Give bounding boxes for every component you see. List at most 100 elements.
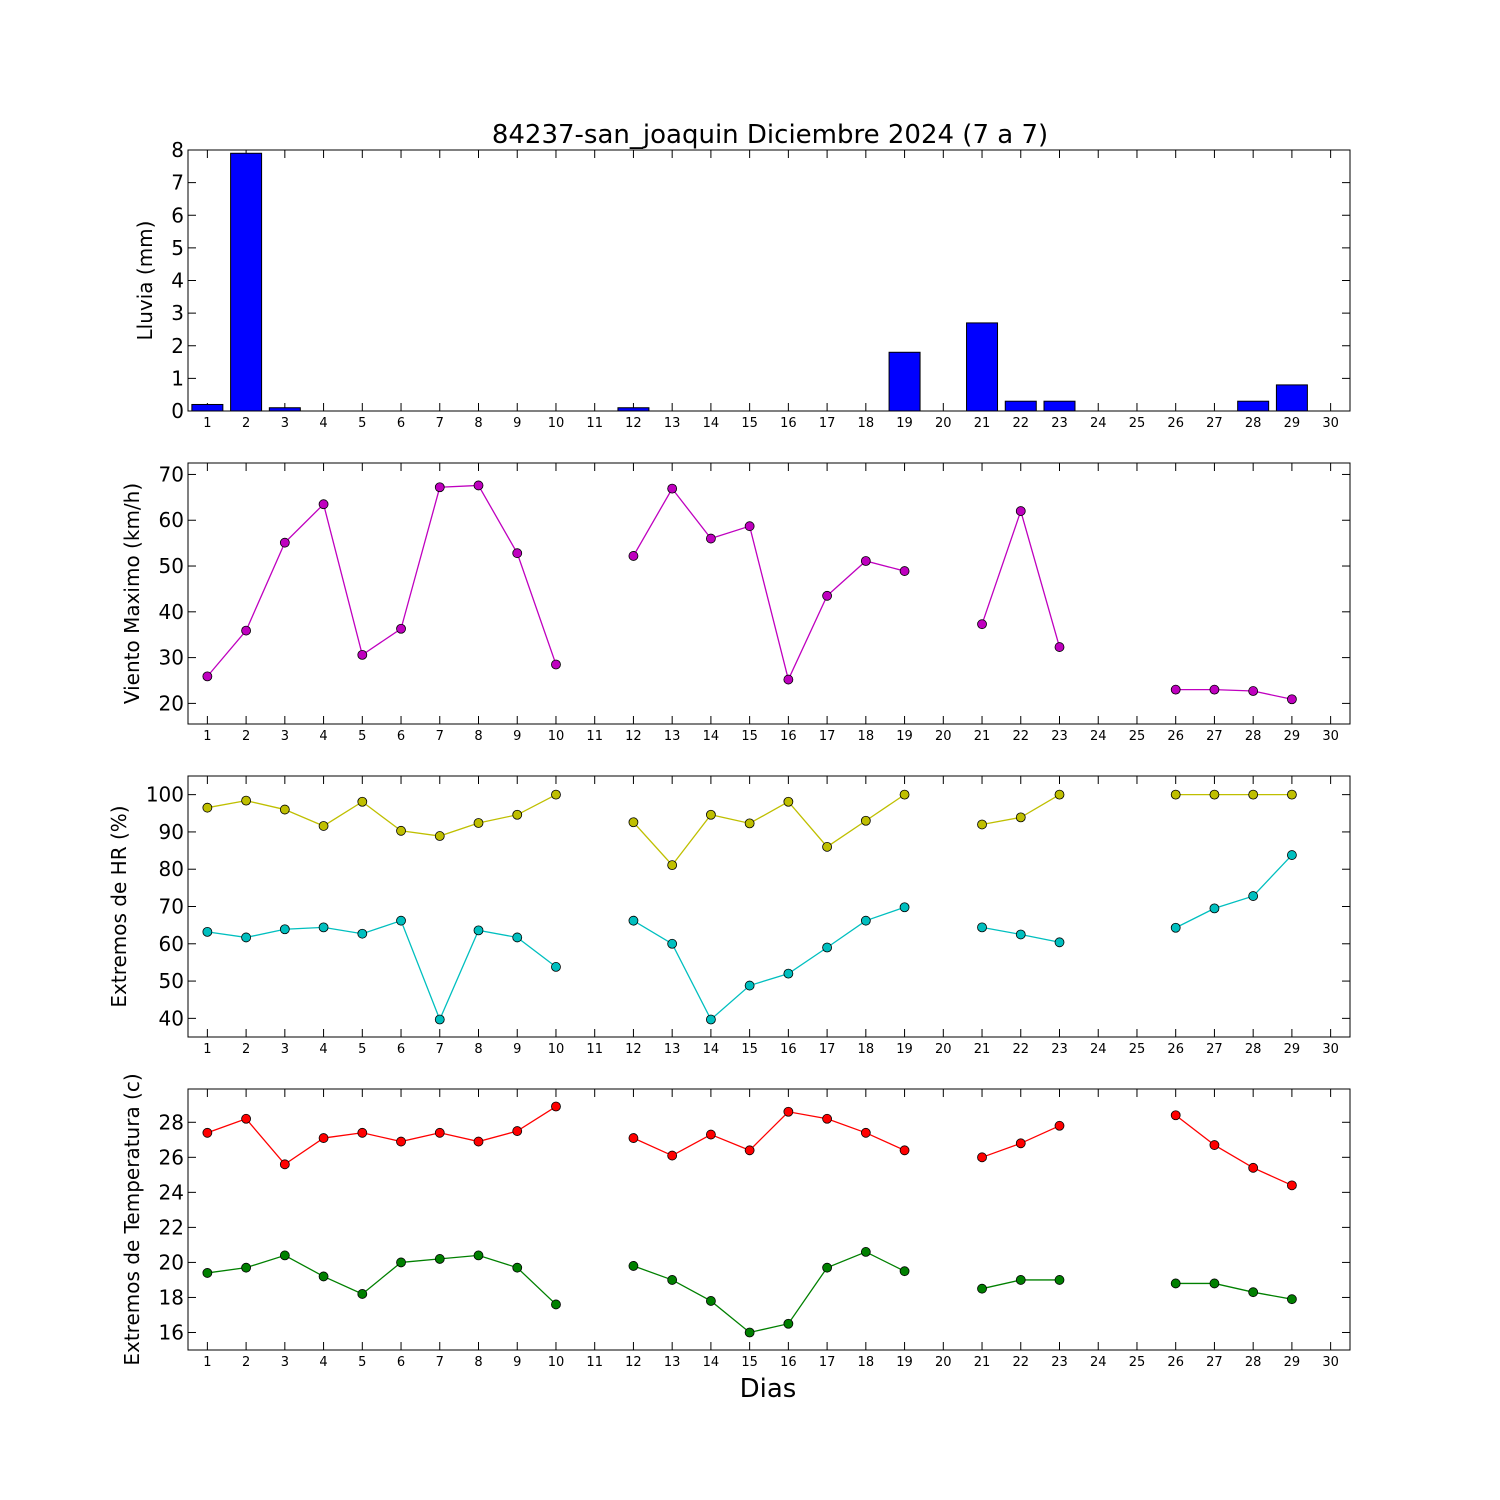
humidity-xtick-label: 22 bbox=[1012, 1042, 1029, 1057]
wind-xtick-label: 2 bbox=[242, 729, 250, 744]
wind-series-0-point bbox=[822, 590, 832, 601]
humidity-series-1-point bbox=[241, 932, 252, 943]
wind-series-0-point bbox=[977, 619, 987, 630]
humidity-series-0-point bbox=[783, 796, 794, 807]
temperature-xtick-label: 14 bbox=[703, 1355, 720, 1370]
humidity-xtick-label: 18 bbox=[858, 1042, 875, 1057]
humidity-series-0-point bbox=[434, 831, 445, 841]
temperature-series-0-point bbox=[1054, 1120, 1065, 1131]
temperature-series-1-point bbox=[667, 1275, 678, 1285]
wind-series-0-point bbox=[1170, 684, 1181, 695]
humidity-ytick-label: 80 bbox=[159, 857, 184, 881]
rain-bar bbox=[966, 322, 999, 412]
wind-xtick-label: 8 bbox=[474, 729, 482, 744]
temperature-series-1-point bbox=[1248, 1287, 1259, 1298]
temperature-series-0-point bbox=[860, 1127, 871, 1138]
wind-series-0-point bbox=[783, 674, 794, 685]
temperature-ytick-label: 28 bbox=[159, 1110, 184, 1134]
temperature-ytick-label: 22 bbox=[159, 1215, 184, 1239]
temperature-xtick-label: 27 bbox=[1206, 1355, 1223, 1370]
wind-xtick-label: 10 bbox=[548, 729, 565, 744]
rain-xtick-label: 12 bbox=[625, 416, 642, 431]
humidity-xtick-label: 28 bbox=[1245, 1042, 1262, 1057]
temperature-series-1-point bbox=[241, 1262, 252, 1273]
humidity-series-1-point bbox=[396, 915, 406, 926]
rain-xtick-label: 28 bbox=[1245, 416, 1262, 431]
humidity-series-1-point bbox=[744, 980, 755, 991]
temperature-ytick-label: 24 bbox=[159, 1180, 184, 1204]
temperature-xtick-label: 8 bbox=[474, 1355, 482, 1370]
rain-xtick-label: 11 bbox=[586, 416, 603, 431]
humidity-xtick-label: 27 bbox=[1206, 1042, 1223, 1057]
humidity-xtick-label: 5 bbox=[358, 1042, 366, 1057]
temperature-series-0-point bbox=[357, 1127, 368, 1138]
humidity-series-1-line bbox=[207, 919, 557, 1022]
humidity-series-1-point bbox=[318, 922, 329, 933]
temperature-y-axis-label: Extremos de Temperatura (c) bbox=[120, 1073, 144, 1365]
wind-series-0-point bbox=[1248, 686, 1259, 696]
wind-series-0-point bbox=[667, 483, 678, 494]
temperature-series-0-point bbox=[977, 1152, 987, 1163]
temperature-series-1-point bbox=[318, 1271, 329, 1282]
wind-xtick-label: 11 bbox=[586, 729, 603, 744]
wind-xtick-label: 1 bbox=[203, 729, 211, 744]
rain-bar bbox=[268, 407, 301, 412]
temperature-series-0-point bbox=[1209, 1140, 1220, 1150]
wind-xtick-label: 20 bbox=[935, 729, 952, 744]
temperature-xtick-label: 9 bbox=[513, 1355, 521, 1370]
humidity-series-1-point bbox=[1209, 903, 1220, 914]
rain-xtick-label: 26 bbox=[1167, 416, 1184, 431]
temperature-series-0-line bbox=[207, 1105, 557, 1166]
temperature-xtick-label: 12 bbox=[625, 1355, 642, 1370]
temperature-series-1-point bbox=[396, 1257, 406, 1268]
temperature-series-0-point bbox=[1015, 1138, 1026, 1149]
wind-xtick-label: 25 bbox=[1129, 729, 1146, 744]
temperature-xtick-label: 7 bbox=[436, 1355, 444, 1370]
temperature-series-1-point bbox=[357, 1289, 368, 1299]
temperature-series-1-point bbox=[628, 1261, 639, 1271]
wind-xtick-label: 6 bbox=[397, 729, 405, 744]
temperature-xtick-label: 18 bbox=[858, 1355, 875, 1370]
temperature-series-0-point bbox=[1248, 1162, 1259, 1173]
humidity-series-0-point bbox=[396, 825, 406, 836]
rain-xtick-label: 23 bbox=[1051, 416, 1068, 431]
wind-xtick-label: 28 bbox=[1245, 729, 1262, 744]
humidity-series-0-point bbox=[744, 818, 755, 829]
humidity-series-0-point bbox=[1054, 789, 1065, 800]
temperature-xtick-label: 5 bbox=[358, 1355, 366, 1370]
temperature-series-1-line bbox=[633, 1251, 905, 1334]
temperature-xtick-label: 2 bbox=[242, 1355, 250, 1370]
temperature-series-1-point bbox=[977, 1283, 987, 1294]
humidity-series-1-point bbox=[1248, 891, 1259, 901]
humidity-xtick-label: 4 bbox=[319, 1042, 327, 1057]
temperature-series-0-point bbox=[744, 1145, 755, 1156]
rain-bar bbox=[617, 407, 650, 412]
wind-axes-frame bbox=[187, 462, 1351, 725]
temperature-series-1-point bbox=[783, 1318, 794, 1329]
humidity-series-1-point bbox=[551, 962, 561, 972]
temperature-xtick-label: 25 bbox=[1129, 1355, 1146, 1370]
humidity-series-1-point bbox=[860, 915, 871, 926]
wind-y-axis-label: Viento Maximo (km/h) bbox=[120, 483, 144, 704]
wind-series-0-point bbox=[241, 625, 252, 636]
wind-xtick-label: 5 bbox=[358, 729, 366, 744]
humidity-xtick-label: 26 bbox=[1167, 1042, 1184, 1057]
wind-series-0-point bbox=[744, 521, 755, 532]
humidity-series-0-point bbox=[628, 817, 639, 828]
humidity-xtick-label: 1 bbox=[203, 1042, 211, 1057]
wind-series-0-line bbox=[632, 487, 905, 682]
rain-y-axis-label: Lluvia (mm) bbox=[133, 221, 157, 341]
humidity-xtick-label: 21 bbox=[974, 1042, 991, 1057]
wind-ytick-label: 40 bbox=[159, 600, 184, 624]
humidity-series-1-point bbox=[706, 1014, 716, 1025]
rain-ytick-label: 7 bbox=[171, 171, 184, 195]
rain-ytick-label: 6 bbox=[171, 203, 184, 227]
humidity-ytick-label: 60 bbox=[159, 932, 184, 956]
temperature-series-1-point bbox=[706, 1296, 716, 1306]
humidity-xtick-label: 29 bbox=[1284, 1042, 1301, 1057]
humidity-series-0-point bbox=[551, 789, 561, 800]
rain-xtick-label: 17 bbox=[819, 416, 836, 431]
wind-xtick-label: 19 bbox=[896, 729, 913, 744]
